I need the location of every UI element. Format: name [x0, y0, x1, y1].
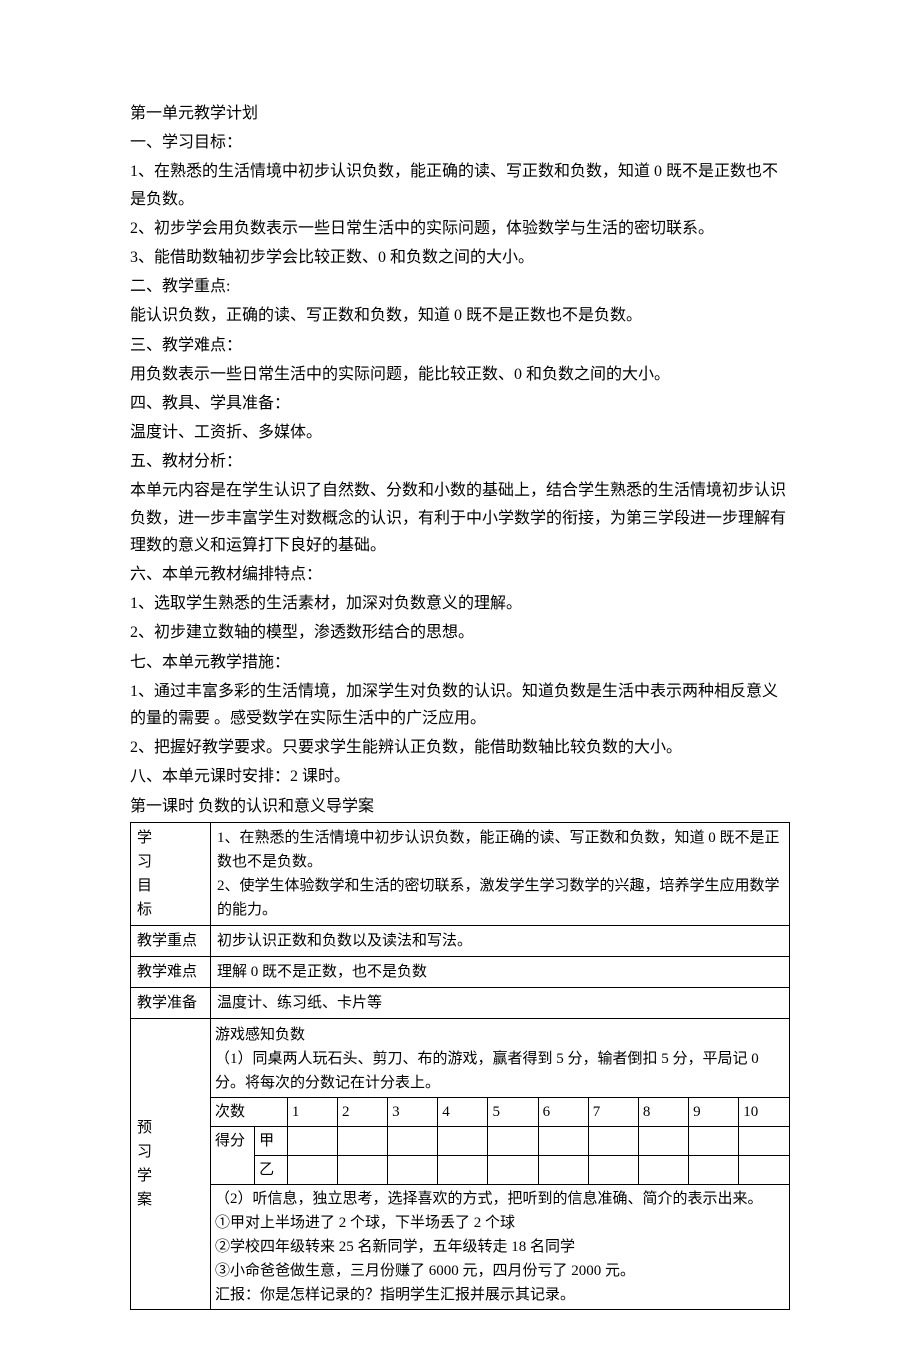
row-content-keypoint: 初步认识正数和负数以及读法和写法。 — [211, 925, 790, 956]
section-3-head: 三、教学难点： — [130, 332, 790, 359]
score-cell — [638, 1155, 688, 1184]
section-5-body: 本单元内容是在学生认识了自然数、分数和小数的基础上，结合学生熟悉的生活情境初步认… — [130, 477, 790, 559]
preview-intro-1: 游戏感知负数 — [215, 1023, 785, 1047]
score-col-2: 2 — [337, 1097, 387, 1126]
section-4-body: 温度计、工资折、多媒体。 — [130, 419, 790, 446]
table-row-preview: 预 习 学 案 游戏感知负数 （1）同桌两人玩石头、剪刀、布的游戏，赢者得到 5… — [131, 1018, 790, 1309]
score-table-row-b: 乙 — [211, 1155, 789, 1184]
score-col-8: 8 — [638, 1097, 688, 1126]
score-cell — [488, 1155, 538, 1184]
section-4-head: 四、教具、学具准备： — [130, 390, 790, 417]
score-label: 得分 — [211, 1126, 255, 1184]
score-cell — [739, 1155, 789, 1184]
section-1-head: 一、学习目标： — [130, 129, 790, 156]
preview-p6: 汇报：你是怎样记录的？指明学生汇报并展示其记录。 — [215, 1283, 785, 1307]
score-cell — [488, 1126, 538, 1155]
score-col-5: 5 — [488, 1097, 538, 1126]
score-col-4: 4 — [438, 1097, 488, 1126]
section-6-item-1: 1、选取学生熟悉的生活素材，加深对负数意义的理解。 — [130, 590, 790, 617]
score-col-7: 7 — [588, 1097, 638, 1126]
row-label-prep: 教学准备 — [131, 987, 211, 1018]
table-row: 教学准备 温度计、练习纸、卡片等 — [131, 987, 790, 1018]
row-label-keypoint: 教学重点 — [131, 925, 211, 956]
score-cell — [739, 1126, 789, 1155]
score-cell — [689, 1155, 739, 1184]
row-content-preview: 游戏感知负数 （1）同桌两人玩石头、剪刀、布的游戏，赢者得到 5 分，输者倒扣 … — [211, 1018, 790, 1309]
section-1-item-3: 3、能借助数轴初步学会比较正数、0 和负数之间的大小。 — [130, 244, 790, 271]
table-row: 教学难点 理解 0 既不是正数，也不是负数 — [131, 956, 790, 987]
score-cell — [287, 1126, 337, 1155]
section-5-head: 五、教材分析： — [130, 448, 790, 475]
row-label-preview: 预 习 学 案 — [131, 1018, 211, 1309]
score-cell — [588, 1155, 638, 1184]
score-cell — [287, 1155, 337, 1184]
row-content-difficulty: 理解 0 既不是正数，也不是负数 — [211, 956, 790, 987]
section-6-item-2: 2、初步建立数轴的模型，渗透数形结合的思想。 — [130, 619, 790, 646]
score-col-6: 6 — [538, 1097, 588, 1126]
row-content-goals: 1、在熟悉的生活情境中初步认识负数，能正确的读、写正数和负数，知道 0 既不是正… — [211, 822, 790, 925]
row-label-goals: 学 习 目 标 — [131, 822, 211, 925]
score-table-row-a: 得分 甲 — [211, 1126, 789, 1155]
lesson-title: 第一课时 负数的认识和意义导学案 — [130, 793, 790, 820]
score-cell — [388, 1155, 438, 1184]
table-row: 教学重点 初步认识正数和负数以及读法和写法。 — [131, 925, 790, 956]
preview-p3: ①甲对上半场进了 2 个球，下半场丢了 2 个球 — [215, 1211, 785, 1235]
score-cell — [638, 1126, 688, 1155]
preview-intro-2: （1）同桌两人玩石头、剪刀、布的游戏，赢者得到 5 分，输者倒扣 5 分，平局记… — [215, 1047, 785, 1095]
preview-p4: ②学校四年级转来 25 名新同学，五年级转走 18 名同学 — [215, 1235, 785, 1259]
table-row: 学 习 目 标 1、在熟悉的生活情境中初步认识负数，能正确的读、写正数和负数，知… — [131, 822, 790, 925]
score-cell — [538, 1155, 588, 1184]
preview-inner-table: 游戏感知负数 （1）同桌两人玩石头、剪刀、布的游戏，赢者得到 5 分，输者倒扣 … — [211, 1021, 789, 1309]
row-label-difficulty: 教学难点 — [131, 956, 211, 987]
section-6-head: 六、本单元教材编排特点： — [130, 561, 790, 588]
section-8-head: 八、本单元课时安排：2 课时。 — [130, 763, 790, 790]
section-7-item-1: 1、通过丰富多彩的生活情境，加深学生对负数的认识。知道负数是生活中表示两种相反意… — [130, 678, 790, 732]
score-col-10: 10 — [739, 1097, 789, 1126]
section-2-body: 能认识负数，正确的读、写正数和负数，知道 0 既不是正数也不是负数。 — [130, 302, 790, 329]
section-1-item-2: 2、初步学会用负数表示一些日常生活中的实际问题，体验数学与生活的密切联系。 — [130, 215, 790, 242]
section-3-body: 用负数表示一些日常生活中的实际问题，能比较正数、0 和负数之间的大小。 — [130, 361, 790, 388]
section-1-item-1: 1、在熟悉的生活情境中初步认识负数，能正确的读、写正数和负数，知道 0 既不是正… — [130, 158, 790, 212]
lesson-plan-table: 学 习 目 标 1、在熟悉的生活情境中初步认识负数，能正确的读、写正数和负数，知… — [130, 822, 790, 1310]
score-player-b: 乙 — [255, 1155, 288, 1184]
preview-p2: （2）听信息，独立思考，选择喜欢的方式，把听到的信息准确、简介的表示出来。 — [215, 1187, 785, 1211]
score-col-9: 9 — [689, 1097, 739, 1126]
score-cell — [438, 1126, 488, 1155]
row-content-prep: 温度计、练习纸、卡片等 — [211, 987, 790, 1018]
section-7-head: 七、本单元教学措施： — [130, 649, 790, 676]
score-cell — [337, 1126, 387, 1155]
score-cell — [689, 1126, 739, 1155]
score-table-header-row: 次数 1 2 3 4 5 6 7 8 9 10 — [211, 1097, 789, 1126]
section-7-item-2: 2、把握好教学要求。只要求学生能辨认正负数，能借助数轴比较负数的大小。 — [130, 734, 790, 761]
score-cell — [538, 1126, 588, 1155]
score-cell — [388, 1126, 438, 1155]
score-cell — [438, 1155, 488, 1184]
score-cell — [588, 1126, 638, 1155]
score-player-a: 甲 — [255, 1126, 288, 1155]
preview-p5: ③小命爸爸做生意，三月份赚了 6000 元，四月份亏了 2000 元。 — [215, 1259, 785, 1283]
score-col-1: 1 — [287, 1097, 337, 1126]
section-2-head: 二、教学重点: — [130, 273, 790, 300]
score-col-3: 3 — [388, 1097, 438, 1126]
unit-title: 第一单元教学计划 — [130, 100, 790, 127]
score-cell — [337, 1155, 387, 1184]
score-header-times: 次数 — [211, 1097, 287, 1126]
